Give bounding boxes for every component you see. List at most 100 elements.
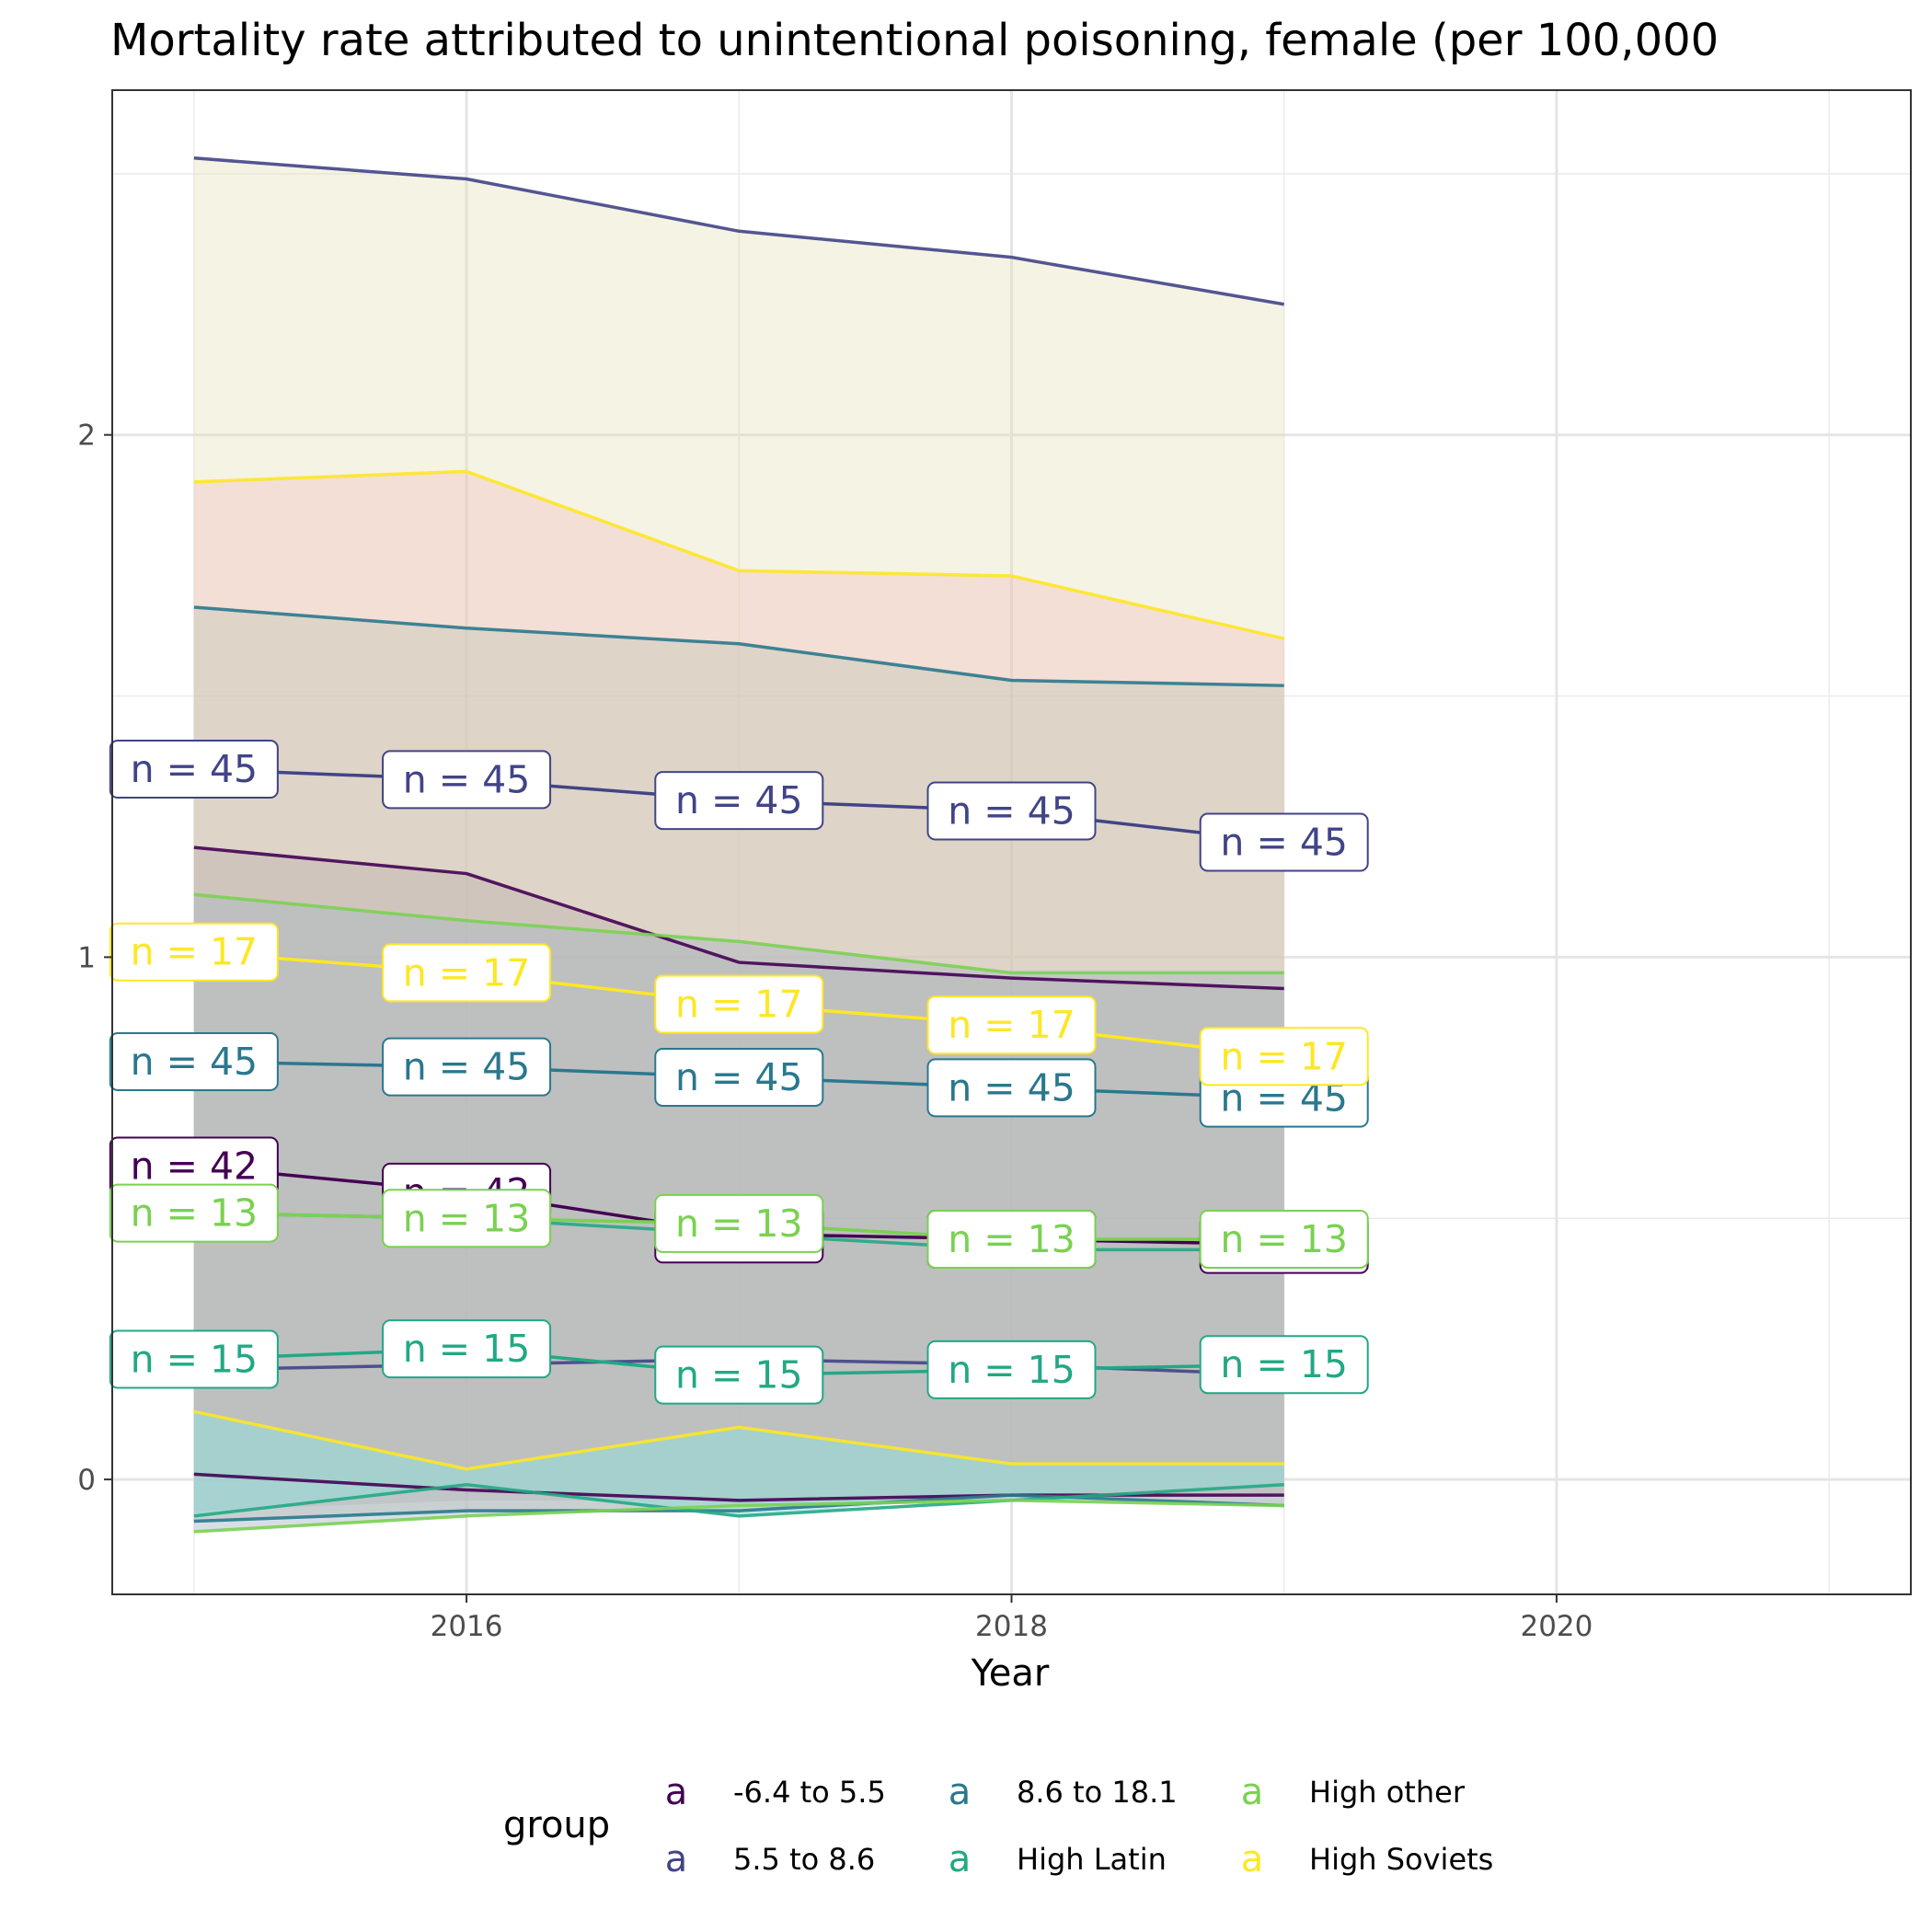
plot-panel: n = 42n = 42n = 42n = 42n = 42n = 45n = … [109, 89, 1912, 1595]
n-label-text: n = 15 [1220, 1342, 1348, 1386]
n-label: n = 15 [382, 1319, 552, 1379]
n-label: n = 45 [109, 740, 279, 799]
x-axis-title: Year [971, 1652, 1050, 1695]
y-tick-label: 0 [77, 1464, 96, 1497]
n-label: n = 17 [926, 995, 1097, 1055]
series-2-lower-line [193, 1493, 1284, 1524]
n-label: n = 17 [382, 943, 552, 1003]
n-label-text: n = 13 [131, 1191, 259, 1236]
n-label-text: n = 45 [1220, 821, 1348, 865]
n-label: n = 45 [926, 1058, 1097, 1118]
n-label: n = 42 [109, 1136, 279, 1196]
legend-label: High Soviets [1309, 1842, 1493, 1877]
n-label-text: n = 13 [1220, 1217, 1348, 1261]
n-label-box [926, 1058, 1097, 1118]
n-label: n = 13 [1199, 1209, 1369, 1269]
n-label-text: n = 17 [403, 950, 531, 995]
legend-label: High other [1309, 1775, 1466, 1810]
n-label: n = 17 [1199, 1027, 1369, 1087]
n-label-box [109, 1329, 279, 1389]
n-label-box [109, 1183, 279, 1243]
x-axis: 2016 2018 2020 [431, 1594, 1593, 1643]
legend-label: 5.5 to 8.6 [733, 1842, 875, 1877]
n-label: n = 17 [654, 974, 824, 1034]
n-label-box [654, 1047, 824, 1107]
n-label-text: n = 17 [675, 982, 803, 1026]
n-label: n = 15 [1199, 1335, 1369, 1395]
n-label: n = 45 [382, 1037, 552, 1097]
legend-key-glyph: a [949, 1771, 972, 1813]
n-label: n = 45 [1199, 812, 1369, 872]
n-label: n = 17 [109, 922, 279, 982]
legend-item: a 5.5 to 8.6 [665, 1838, 876, 1880]
n-label-text: n = 13 [675, 1202, 803, 1246]
n-label-box [654, 974, 824, 1034]
x-tick-label: 2020 [1520, 1610, 1593, 1643]
n-label-box [1199, 1209, 1369, 1269]
ribbon-5 [193, 1411, 1284, 1516]
n-label-text: n = 17 [131, 930, 259, 974]
n-label-text: n = 17 [1220, 1034, 1348, 1078]
n-label-text: n = 15 [131, 1338, 259, 1382]
n-label: n = 15 [654, 1345, 824, 1405]
legend-item: a High Latin [949, 1838, 1167, 1880]
n-label-box [926, 995, 1097, 1055]
n-label-box [654, 1193, 824, 1253]
n-label-box [382, 1189, 552, 1248]
legend-key-glyph: a [949, 1838, 972, 1880]
n-label: n = 45 [926, 781, 1097, 841]
n-label-text: n = 13 [403, 1196, 531, 1240]
n-label-box [382, 1037, 552, 1097]
series-4-upper-line [193, 892, 1284, 975]
n-label-box [382, 1319, 552, 1379]
series-3-lower-line [193, 1483, 1284, 1518]
series-4-lower-line [193, 1499, 1284, 1534]
n-label-text: n = 42 [131, 1144, 259, 1188]
legend-label: 8.6 to 18.1 [1017, 1775, 1178, 1810]
legend-item: a -6.4 to 5.5 [665, 1771, 886, 1813]
n-label-text: n = 17 [948, 1003, 1075, 1047]
legend-item: a High other [1241, 1771, 1466, 1813]
n-label-box [926, 1340, 1097, 1399]
n-label: n = 13 [926, 1209, 1097, 1269]
n-label: n = 15 [109, 1329, 279, 1389]
n-label: n = 45 [654, 1047, 824, 1107]
n-label: n = 45 [382, 750, 552, 810]
n-label: n = 15 [926, 1340, 1097, 1399]
n-label-text: n = 45 [948, 1065, 1075, 1110]
legend-label: High Latin [1017, 1842, 1167, 1877]
legend-key-glyph: a [1241, 1771, 1264, 1813]
y-axis: 0 1 2 [77, 420, 112, 1497]
n-label-text: n = 45 [403, 1045, 531, 1089]
n-label-text: n = 13 [948, 1217, 1075, 1261]
n-label-text: n = 15 [948, 1348, 1075, 1392]
n-label: n = 13 [654, 1193, 824, 1253]
n-label-text: n = 45 [675, 778, 803, 822]
series-2-upper-line [193, 605, 1284, 687]
legend: group a -6.4 to 5.5 a 5.5 to 8.6 a 8.6 to 18.… [503, 1771, 1493, 1880]
series-5-lower-line [193, 1409, 1284, 1471]
n-label-box [926, 781, 1097, 841]
series-0-upper-line [193, 845, 1284, 991]
n-label-box [1199, 1027, 1369, 1087]
y-tick-label: 1 [77, 941, 96, 974]
x-tick-label: 2018 [975, 1610, 1048, 1643]
n-label-box [654, 771, 824, 831]
n-label: n = 13 [382, 1189, 552, 1248]
legend-title: group [503, 1804, 610, 1846]
n-label-text: n = 15 [403, 1327, 531, 1371]
n-label-text: n = 45 [403, 757, 531, 801]
n-label-box [382, 943, 552, 1003]
n-label-box [1199, 1335, 1369, 1395]
n-label-box [109, 740, 279, 799]
legend-item: a 8.6 to 18.1 [949, 1771, 1178, 1813]
series-1-upper-line [193, 156, 1285, 306]
n-label-box [382, 750, 552, 810]
n-label-text: n = 45 [675, 1055, 803, 1099]
n-label-box [109, 922, 279, 982]
legend-key-glyph: a [1241, 1838, 1264, 1880]
legend-key-glyph: a [665, 1771, 688, 1813]
y-tick-label: 2 [77, 420, 96, 453]
n-label-box [1199, 812, 1369, 872]
